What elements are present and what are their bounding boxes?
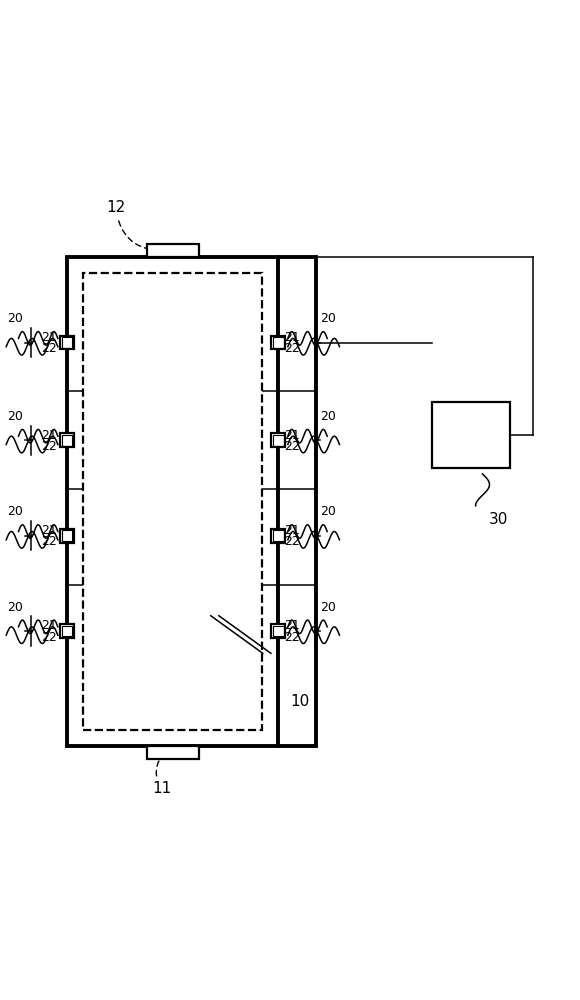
Text: 20: 20 [321,601,336,614]
Text: 21: 21 [284,429,299,442]
Text: 21: 21 [284,524,299,537]
Bar [432,402,510,468]
Bar [273,337,284,348]
Bar [271,336,285,349]
Bar [147,746,199,759]
Bar [147,244,199,257]
Text: 21: 21 [42,524,57,537]
Text: 20: 20 [321,410,336,423]
Bar [60,336,74,349]
Bar [60,433,74,447]
Bar [273,530,284,541]
Text: 10: 10 [290,694,309,709]
Bar [273,626,284,636]
Bar [62,435,72,446]
Text: 22: 22 [42,342,57,355]
Bar [271,624,285,638]
Text: 20: 20 [8,505,23,518]
Text: 11: 11 [153,754,172,796]
Text: 22: 22 [284,631,299,644]
Bar [84,273,262,730]
Text: 21: 21 [284,619,299,632]
Bar [278,257,316,746]
Text: 20: 20 [321,312,336,325]
Text: 22: 22 [284,440,299,453]
Text: 20: 20 [321,505,336,518]
Text: 30: 30 [489,512,509,527]
Text: 21: 21 [284,331,299,344]
Text: 22: 22 [42,440,57,453]
Text: 20: 20 [8,312,23,325]
Text: 22: 22 [42,631,57,644]
Text: 21: 21 [42,331,57,344]
Bar [67,257,278,746]
Text: 21: 21 [42,429,57,442]
Bar [62,337,72,348]
Text: 21: 21 [42,619,57,632]
Text: 22: 22 [42,535,57,548]
Bar [271,529,285,543]
Text: 20: 20 [8,601,23,614]
Bar [62,530,72,541]
Text: 22: 22 [284,342,299,355]
Text: 12: 12 [106,200,162,251]
Bar [271,433,285,447]
Bar [273,435,284,446]
Bar [60,624,74,638]
Text: 20: 20 [8,410,23,423]
Bar [60,529,74,543]
Text: 22: 22 [284,535,299,548]
Bar [62,626,72,636]
